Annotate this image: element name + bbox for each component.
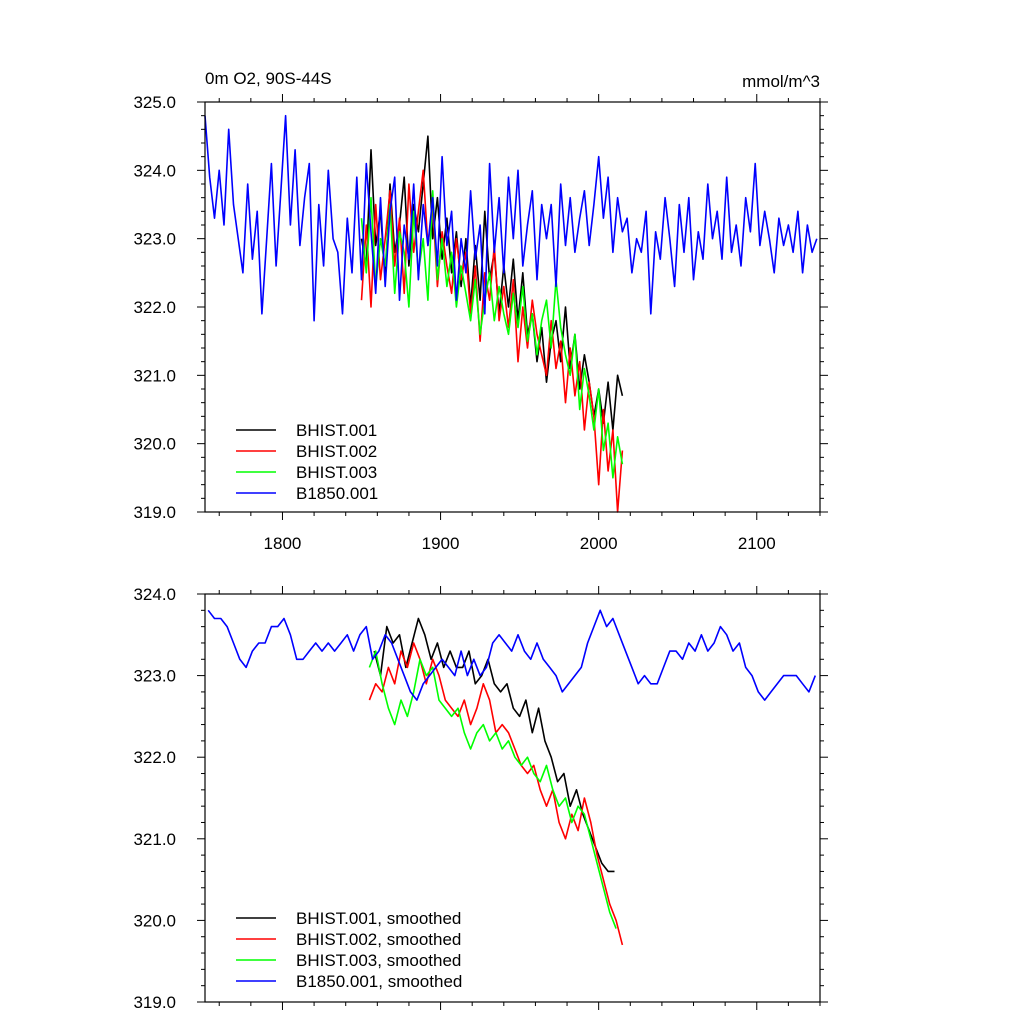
y-tick-label: 322.0 [133,748,176,767]
legend-label: BHIST.001 [296,421,377,440]
series-line-1-3 [207,609,817,701]
y-tick-label: 321.0 [133,830,176,849]
series-line-0-1 [360,169,624,513]
bottom-panel: 324.0 323.0 322.0 321.0 320.0 319.0 BHIST.001,… [133,585,828,1012]
y-tick-label: 319.0 [133,503,176,522]
y-tick-label: 319.0 [133,993,176,1012]
y-tick-label: 320.0 [133,435,176,454]
series-line-1-1 [368,642,624,946]
plot-frame [204,593,821,1003]
x-tick-label: 2100 [738,534,776,553]
x-tick-label: 2000 [580,534,618,553]
y-tick-label: 324.0 [133,585,176,604]
series-line-0-2 [360,190,624,479]
x-tick-label: 1900 [422,534,460,553]
y-tick-label: 325.0 [133,93,176,112]
y-tick-label: 323.0 [133,230,176,249]
y-tick-label: 321.0 [133,366,176,385]
legend-label: B1850.001, smoothed [296,972,462,991]
legend-label: BHIST.002 [296,442,377,461]
series-line-1-0 [373,617,615,873]
y-tick-label: 320.0 [133,911,176,930]
y-tick-label: 322.0 [133,298,176,317]
panel-title-right: mmol/m^3 [742,72,820,91]
series-line-0-3 [204,114,818,322]
legend-label: BHIST.003, smoothed [296,951,461,970]
y-tick-label: 324.0 [133,161,176,180]
series-line-1-2 [368,650,617,929]
top-panel: 1800 1900 2000 2100 325.0 324.0 323.0 322.0 321.… [133,93,828,553]
x-tick-label: 1800 [264,534,302,553]
panel-title-left: 0m O2, 90S-44S [205,69,332,88]
legend-label: BHIST.003 [296,463,377,482]
legend-label: BHIST.001, smoothed [296,909,461,928]
legend-label: B1850.001 [296,484,378,503]
y-tick-label: 323.0 [133,667,176,686]
legend-label: BHIST.002, smoothed [296,930,461,949]
